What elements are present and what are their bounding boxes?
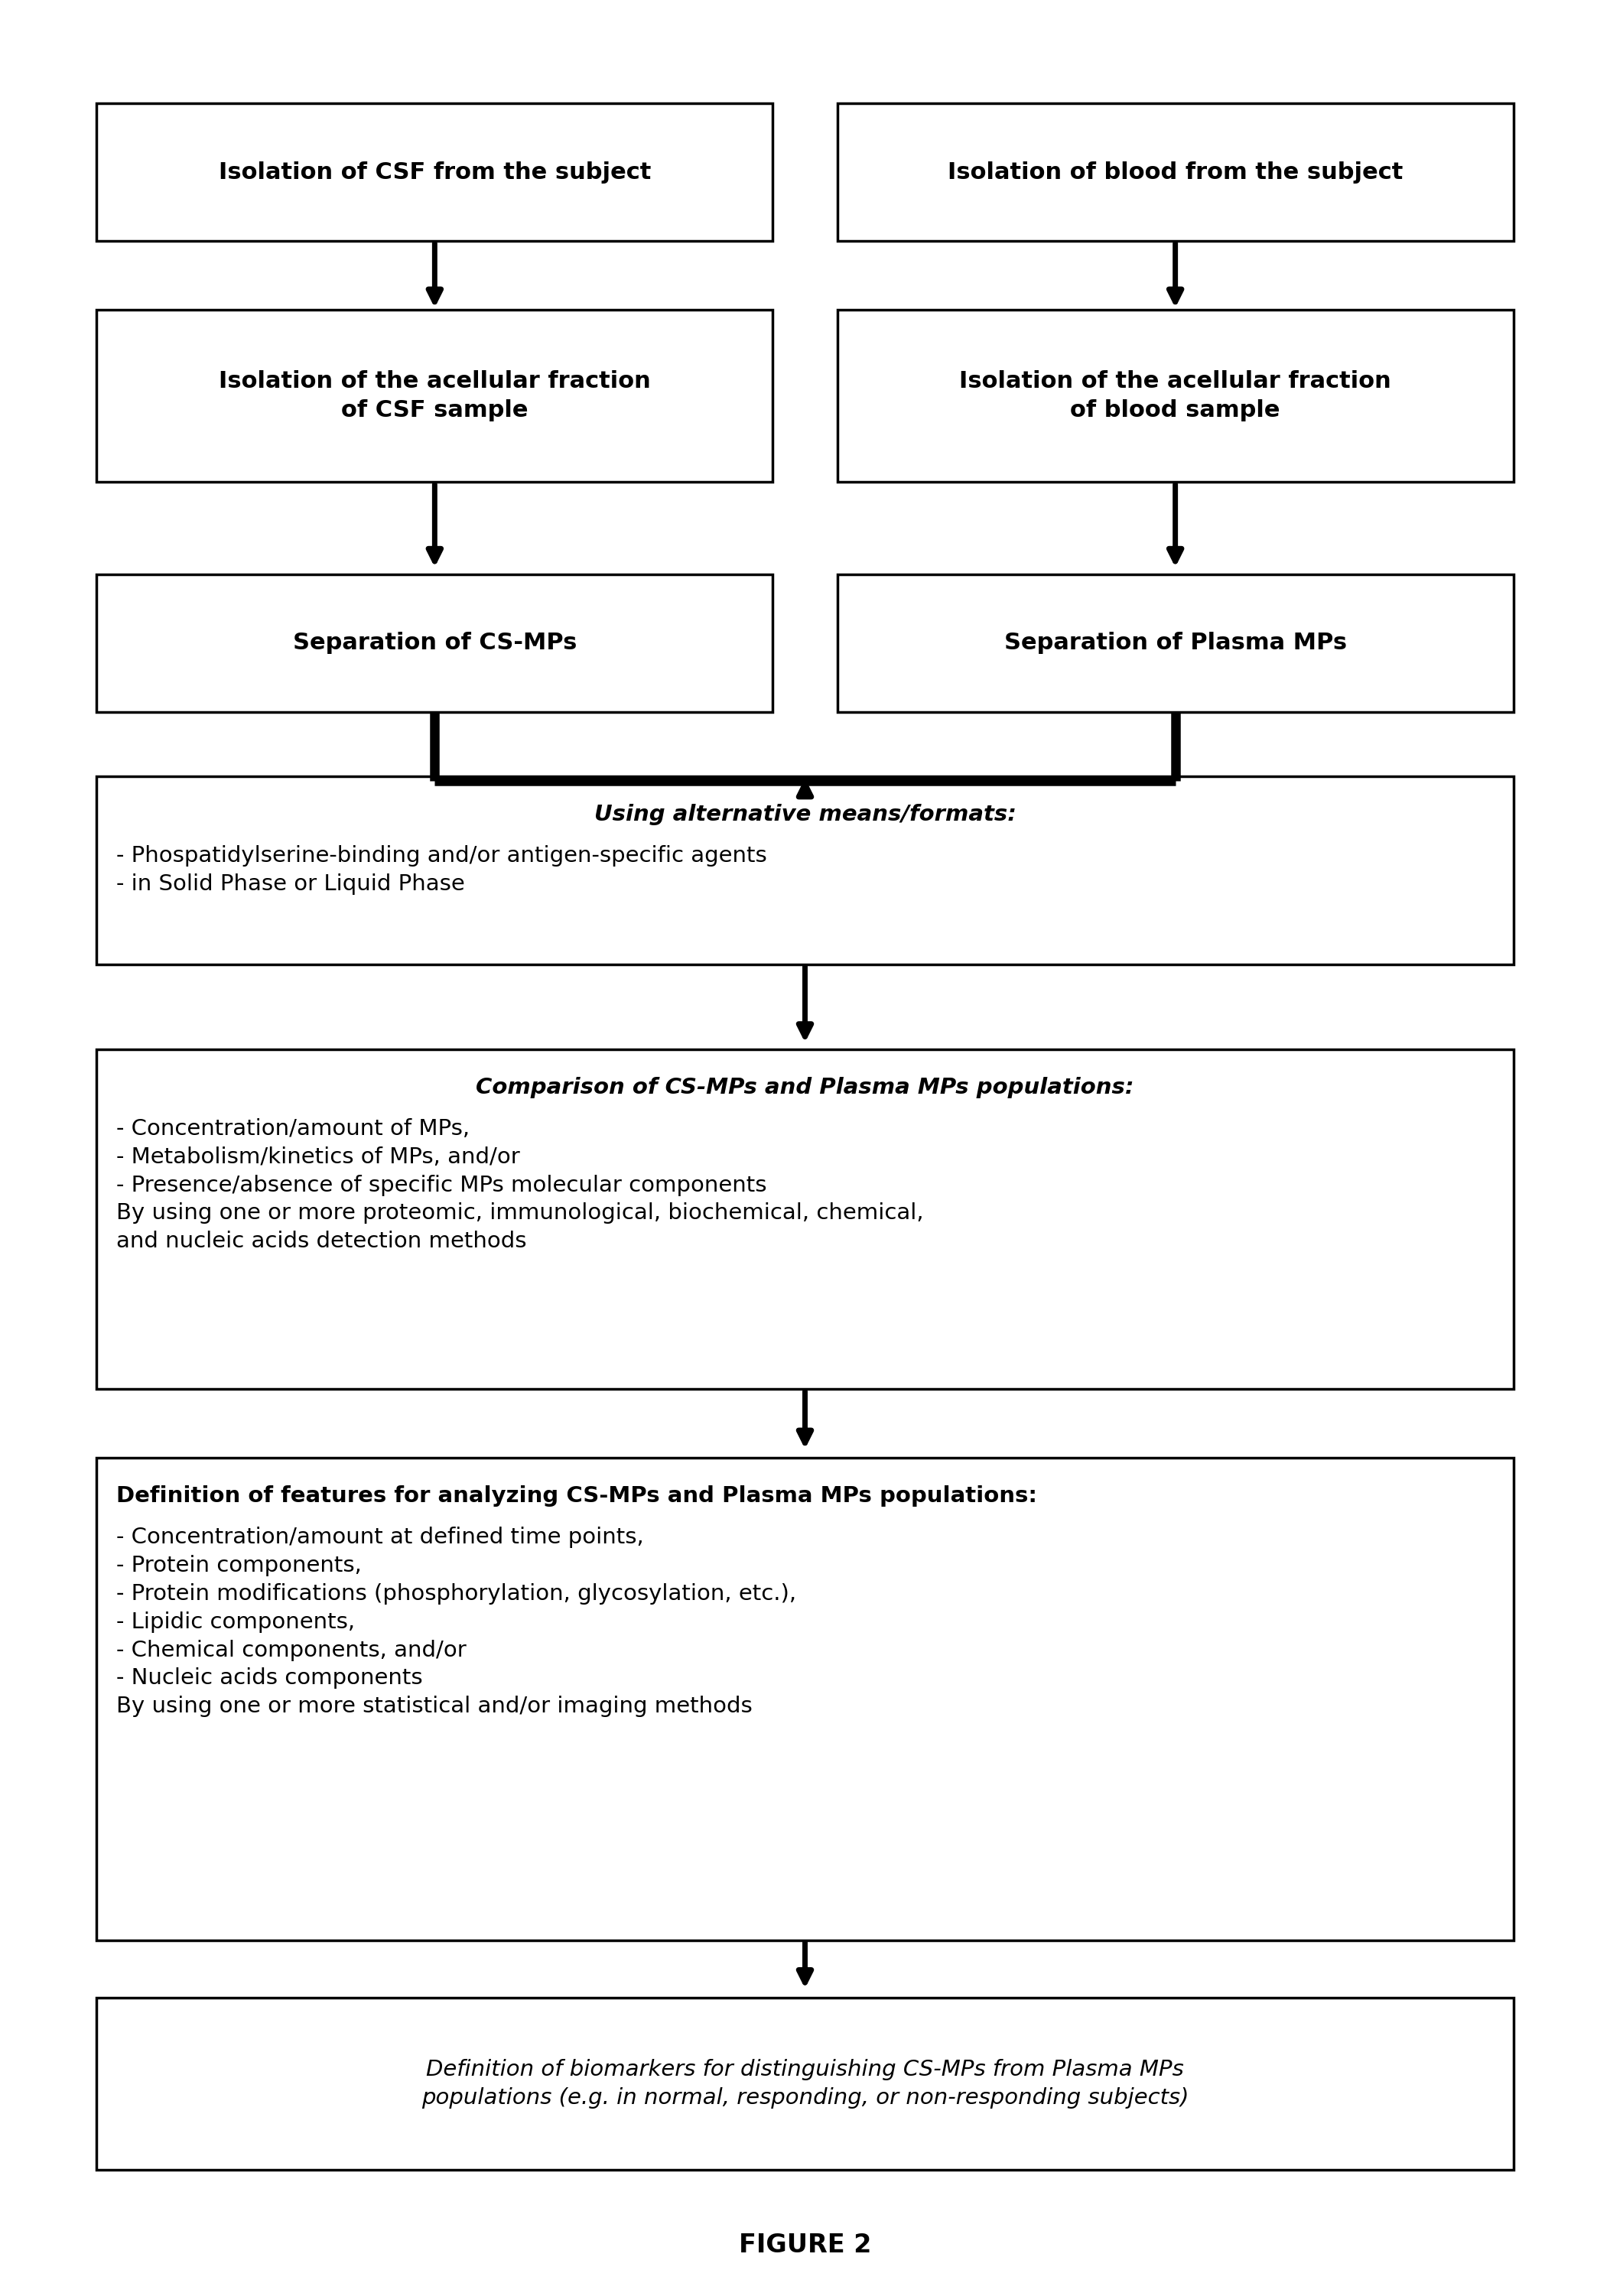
Text: Comparison of CS-MPs and Plasma MPs populations:: Comparison of CS-MPs and Plasma MPs popu… [477,1077,1133,1097]
FancyBboxPatch shape [837,103,1513,241]
Text: Separation of Plasma MPs: Separation of Plasma MPs [1005,631,1346,654]
FancyBboxPatch shape [97,1458,1513,1940]
FancyBboxPatch shape [97,310,773,482]
FancyBboxPatch shape [97,1998,1513,2170]
Text: Separation of CS-MPs: Separation of CS-MPs [293,631,576,654]
Text: - Phospatidylserine-binding and/or antigen-specific agents
- in Solid Phase or L: - Phospatidylserine-binding and/or antig… [116,845,766,895]
Text: Using alternative means/formats:: Using alternative means/formats: [594,804,1016,824]
Text: Isolation of the acellular fraction
of CSF sample: Isolation of the acellular fraction of C… [219,370,650,422]
Text: - Concentration/amount of MPs,
- Metabolism/kinetics of MPs, and/or
- Presence/a: - Concentration/amount of MPs, - Metabol… [116,1118,923,1251]
Text: FIGURE 2: FIGURE 2 [739,2234,871,2257]
FancyBboxPatch shape [97,103,773,241]
FancyBboxPatch shape [97,1049,1513,1389]
FancyBboxPatch shape [97,776,1513,964]
Text: Definition of biomarkers for distinguishing CS-MPs from Plasma MPs
populations (: Definition of biomarkers for distinguish… [422,2060,1188,2108]
Text: Isolation of CSF from the subject: Isolation of CSF from the subject [219,161,650,184]
FancyBboxPatch shape [837,310,1513,482]
Text: - Concentration/amount at defined time points,
- Protein components,
- Protein m: - Concentration/amount at defined time p… [116,1527,795,1717]
Text: Isolation of the acellular fraction
of blood sample: Isolation of the acellular fraction of b… [960,370,1391,422]
FancyBboxPatch shape [837,574,1513,712]
Text: Definition of features for analyzing CS-MPs and Plasma MPs populations:: Definition of features for analyzing CS-… [116,1486,1037,1506]
Text: Isolation of blood from the subject: Isolation of blood from the subject [948,161,1402,184]
FancyBboxPatch shape [97,574,773,712]
